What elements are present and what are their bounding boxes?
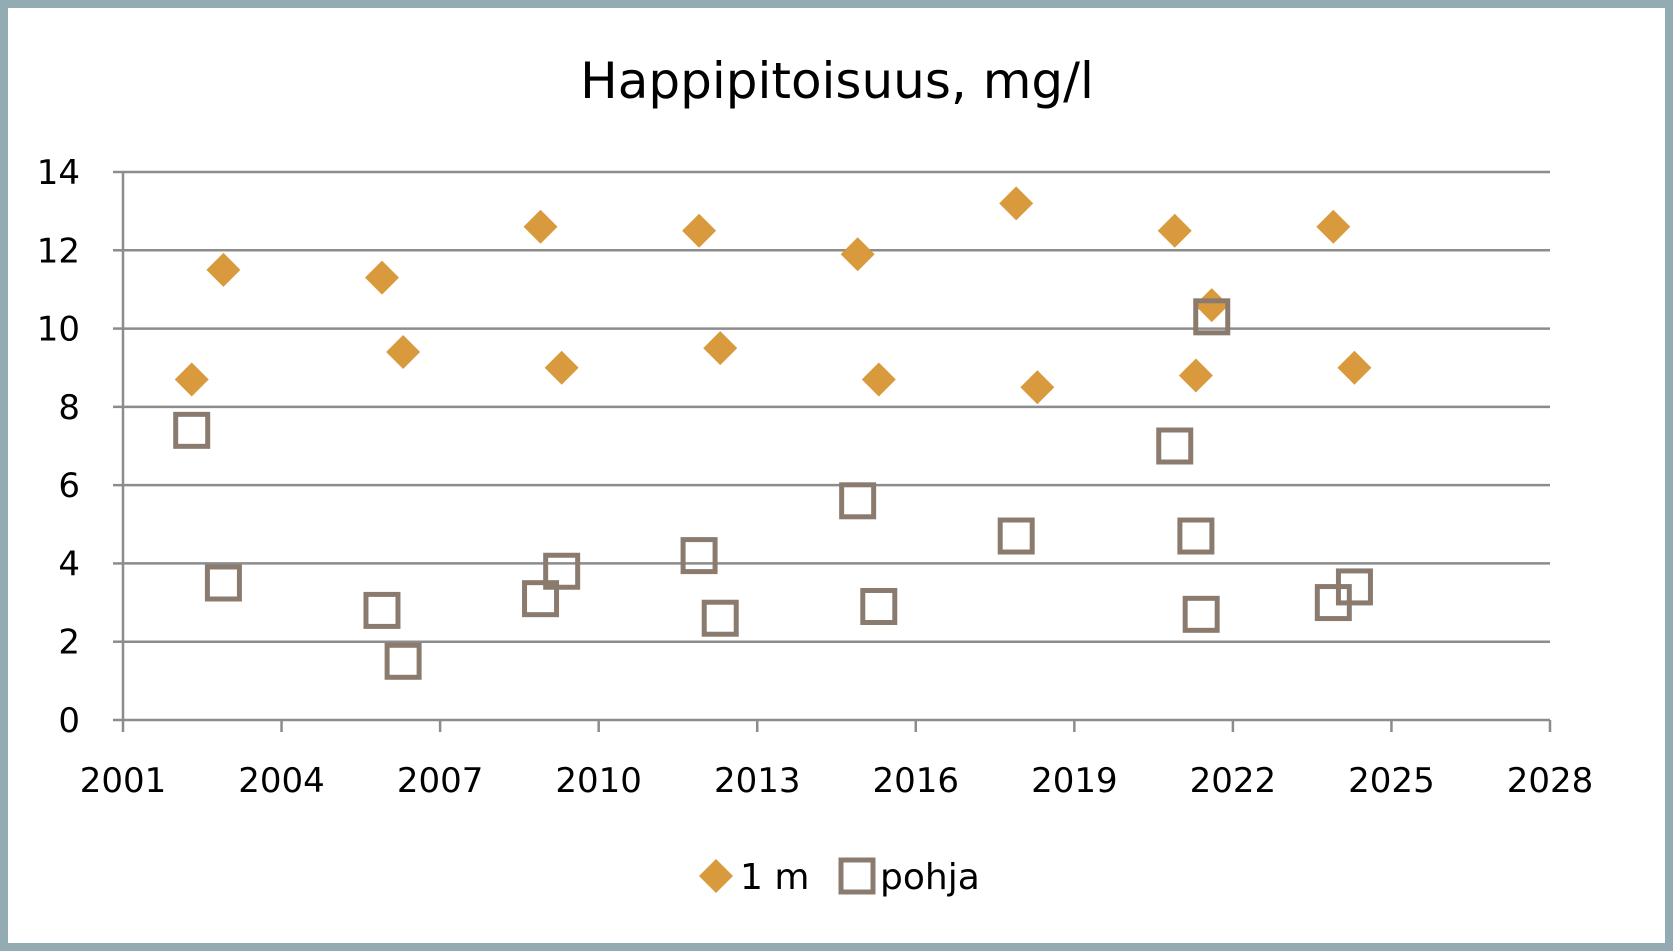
point-square: [1193, 298, 1231, 336]
point-diamond: [682, 213, 717, 248]
point-diamond: [703, 331, 738, 366]
x-tick-label: 2013: [714, 761, 801, 801]
point-square: [363, 591, 401, 629]
axes: [113, 170, 1552, 732]
x-tick-label: 2025: [1348, 761, 1435, 801]
point-diamond: [544, 350, 579, 385]
point-diamond: [206, 252, 241, 287]
x-tick-label: 2019: [1031, 761, 1118, 801]
y-tick-label: 6: [58, 466, 80, 506]
x-tick-label: 2028: [1507, 761, 1594, 801]
x-tick-label: 2001: [80, 761, 167, 801]
x-tick-label: 2022: [1190, 761, 1277, 801]
series-one-m: [174, 186, 1372, 405]
point-square: [204, 564, 242, 602]
y-tick-label: 4: [58, 544, 80, 584]
point-square: [1335, 568, 1373, 606]
point-square: [1156, 427, 1194, 465]
y-tick-label: 14: [37, 153, 80, 193]
series-pohja: [173, 298, 1373, 680]
point-square: [1182, 595, 1220, 633]
point-square: [997, 517, 1035, 555]
point-square: [839, 482, 877, 520]
y-tick-labels: 0 2 4 6 8 10 12 14: [37, 153, 80, 741]
legend-marker-pohja: [838, 857, 876, 895]
y-tick-label: 2: [58, 623, 80, 663]
point-square: [1177, 517, 1215, 555]
x-tick-labels: 2001 2004 2007 2010 2013 2016 2019 2022 2025 2028: [80, 761, 1594, 801]
chart-title: Happipitoisuus, mg/l: [580, 52, 1094, 110]
point-diamond: [1157, 213, 1192, 248]
point-diamond: [1316, 209, 1351, 244]
point-diamond: [1194, 288, 1229, 323]
point-diamond: [364, 260, 399, 295]
point-diamond: [386, 335, 421, 370]
y-tick-label: 10: [37, 310, 80, 350]
point-square: [384, 642, 422, 680]
point-diamond: [174, 362, 209, 397]
point-square: [680, 537, 718, 575]
x-tick-label: 2010: [555, 761, 642, 801]
y-tick-label: 12: [37, 231, 80, 271]
gridlines: [123, 170, 1550, 643]
point-diamond: [523, 209, 558, 244]
point-diamond: [861, 362, 896, 397]
legend-marker-one-m: [699, 859, 733, 893]
point-diamond: [1337, 350, 1372, 385]
point-diamond: [1178, 358, 1213, 393]
point-square: [173, 411, 211, 449]
data-points: [173, 186, 1373, 680]
legend-label-pohja: pohja: [880, 857, 980, 898]
x-tick-label: 2016: [873, 761, 960, 801]
point-diamond: [999, 186, 1034, 221]
x-tick-label: 2007: [397, 761, 484, 801]
y-tick-label: 0: [58, 701, 80, 741]
legend-label-one-m: 1 m: [740, 857, 809, 898]
x-tick-label: 2004: [238, 761, 325, 801]
point-diamond: [1020, 370, 1055, 405]
legend: 1 m pohja: [699, 857, 980, 898]
point-square: [860, 587, 898, 625]
point-square: [701, 599, 739, 637]
point-square: [543, 552, 581, 590]
point-diamond: [840, 237, 875, 272]
y-tick-label: 8: [58, 388, 80, 428]
point-square: [522, 580, 560, 618]
